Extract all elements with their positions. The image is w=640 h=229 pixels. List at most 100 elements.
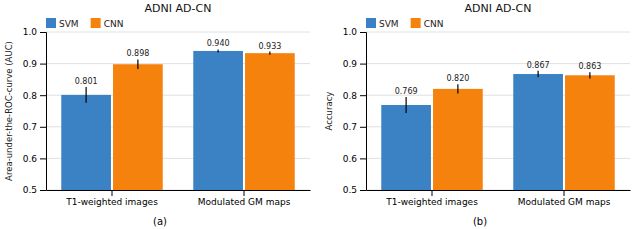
tick-mark <box>112 190 113 196</box>
bar <box>433 89 483 190</box>
error-bar <box>538 71 539 77</box>
y-tick: 1.0 <box>23 27 46 37</box>
legend-label: SVM <box>379 19 399 29</box>
series <box>433 72 615 190</box>
data-labels: 0.7690.8670.8200.863 <box>395 61 602 96</box>
y-axis: 0.50.60.70.80.91.0 <box>343 27 367 195</box>
axis-line <box>367 190 631 191</box>
tick-mark <box>360 32 366 33</box>
data-labels: 0.8010.9400.8980.933 <box>75 39 282 86</box>
bar <box>61 95 111 190</box>
error-bar <box>218 49 219 52</box>
legend-item: CNN <box>91 18 124 29</box>
legend-swatch <box>46 18 56 28</box>
axis-line <box>360 33 367 191</box>
series <box>113 52 295 190</box>
tick-label: 0.6 <box>23 154 38 164</box>
tick-label: 0.9 <box>23 59 38 69</box>
error-bar <box>86 87 87 103</box>
y-tick: 0.8 <box>23 91 46 101</box>
chart-root: 0.8010.9400.8980.9330.50.60.70.80.91.0T1… <box>0 0 640 229</box>
tick-label: 0.8 <box>23 91 38 101</box>
tick-label: Modulated GM maps <box>198 197 291 207</box>
error-bar <box>589 72 590 78</box>
data-label: 0.940 <box>207 39 230 48</box>
tick-label: 0.9 <box>343 59 358 69</box>
x-tick: Modulated GM maps <box>198 190 291 207</box>
bar <box>113 64 163 190</box>
tick-label: T1-weighted images <box>385 197 478 207</box>
tick-label: 1.0 <box>343 27 358 37</box>
legend-swatch <box>91 18 101 28</box>
y-tick: 0.7 <box>23 122 46 132</box>
legend-swatch <box>411 18 421 28</box>
data-label: 0.898 <box>126 49 149 58</box>
bar <box>245 53 295 190</box>
tick-mark <box>360 64 366 65</box>
panel: 0.7690.8670.8200.8630.50.60.70.80.91.0T1… <box>324 2 631 229</box>
y-tick: 1.0 <box>343 27 366 37</box>
data-label: 0.801 <box>75 77 98 86</box>
legend-swatch <box>366 18 376 28</box>
tick-mark <box>360 158 366 159</box>
data-label: 0.820 <box>446 74 469 83</box>
bar <box>513 74 563 190</box>
error-bar <box>269 52 270 55</box>
legend-item: SVM <box>366 18 399 29</box>
panel: 0.8010.9400.8980.9330.50.60.70.80.91.0T1… <box>4 2 311 229</box>
legend: SVM CNN <box>46 18 123 29</box>
legend-label: CNN <box>424 19 444 29</box>
tick-mark <box>40 190 46 191</box>
y-axis: 0.5 0.6 0.7 0.8 0.9 1.0 <box>23 27 47 195</box>
tick-mark <box>40 95 46 96</box>
error-bar <box>457 84 458 93</box>
tick-label: 0.7 <box>343 122 357 132</box>
grid-line <box>46 32 310 33</box>
tick-mark <box>40 64 46 65</box>
y-tick: 0.6 <box>343 154 366 164</box>
error-bar <box>137 59 138 68</box>
caption: (a) <box>153 216 167 227</box>
x-tick: T1-weighted images <box>65 190 158 207</box>
tick-label: T1-weighted images <box>65 197 158 207</box>
bar <box>565 75 615 190</box>
marks <box>381 71 614 190</box>
error-bar <box>406 97 407 113</box>
legend-item: SVM <box>46 18 79 29</box>
data-label: 0.867 <box>527 61 550 70</box>
tick-label: 0.7 <box>23 122 37 132</box>
tick-label: 0.6 <box>343 154 358 164</box>
axis-line <box>47 190 311 191</box>
tick-mark <box>360 95 366 96</box>
legend: SVM CNN <box>366 18 443 29</box>
grid-line <box>366 32 630 33</box>
y-axis-title: Area-under-the-ROC-curve (AUC) <box>4 41 14 181</box>
y-tick: 0.9 <box>23 59 46 69</box>
legend-label: SVM <box>59 19 79 29</box>
tick-mark <box>244 190 245 196</box>
data-label: 0.863 <box>578 62 601 71</box>
y-tick: 0.6 <box>23 154 46 164</box>
x-axis: T1-weighted images Modulated GM maps <box>47 190 311 207</box>
title: ADNI AD-CN <box>145 2 212 15</box>
tick-label: Modulated GM maps <box>518 197 611 207</box>
caption: (b) <box>473 216 487 227</box>
x-tick: Modulated GM maps <box>518 190 611 207</box>
tick-mark <box>360 127 366 128</box>
marks <box>61 49 294 190</box>
axis-line <box>40 33 47 191</box>
y-tick: 0.5 <box>23 185 46 195</box>
legend-item: CNN <box>411 18 444 29</box>
tick-mark <box>360 190 366 191</box>
plot-area: 0.8010.9400.8980.9330.50.60.70.80.91.0T1… <box>4 27 311 229</box>
series <box>381 71 563 190</box>
tick-label: 1.0 <box>23 27 38 37</box>
bar <box>381 105 431 190</box>
tick-label: 0.5 <box>343 185 357 195</box>
x-axis: T1-weighted images Modulated GM maps <box>367 190 631 207</box>
title: ADNI AD-CN <box>465 2 532 15</box>
tick-label: 0.5 <box>23 185 37 195</box>
y-tick: 0.7 <box>343 122 366 132</box>
tick-mark <box>432 190 433 196</box>
tick-mark <box>40 127 46 128</box>
